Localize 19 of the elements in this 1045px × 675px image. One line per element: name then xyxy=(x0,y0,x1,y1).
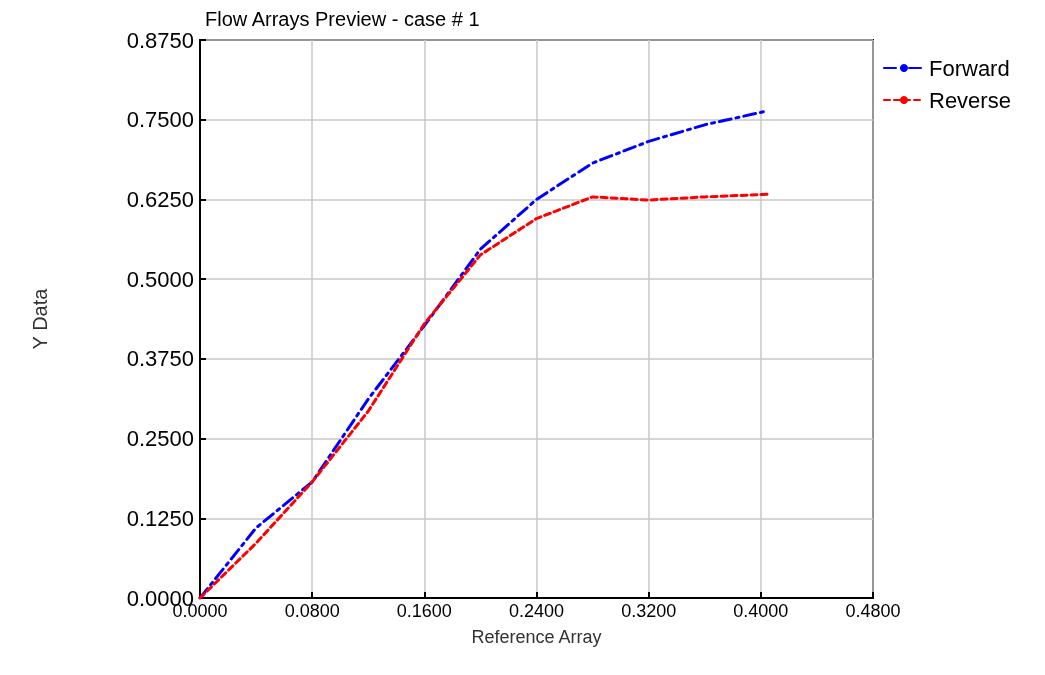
x-tick-label: 0.1600 xyxy=(396,601,452,621)
legend-label: Forward xyxy=(929,55,1010,81)
x-tick-label: 0.4000 xyxy=(733,601,789,621)
y-axis-title: Y Data xyxy=(29,287,51,350)
x-tick-label: 0.2400 xyxy=(508,601,565,621)
y-tick-label: 0.8750 xyxy=(126,27,194,53)
y-tick-label: 0.6250 xyxy=(126,186,194,212)
chart-title: Flow Arrays Preview - case # 1 xyxy=(205,8,480,30)
y-tick-label: 0.1250 xyxy=(126,505,194,531)
y-tick-label: 0.7500 xyxy=(126,107,194,133)
x-tick-label: 0.0800 xyxy=(284,601,340,621)
legend-label: Reverse xyxy=(929,87,1011,113)
y-tick-label: 0.3750 xyxy=(126,346,194,372)
x-tick-label: 0.3200 xyxy=(621,601,677,621)
y-tick-label: 0.2500 xyxy=(126,426,194,452)
x-axis-title: Reference Array xyxy=(471,627,602,647)
x-tick-label: 0.4800 xyxy=(845,601,901,621)
line-series xyxy=(198,192,770,600)
y-tick-label: 0.5000 xyxy=(126,266,194,292)
